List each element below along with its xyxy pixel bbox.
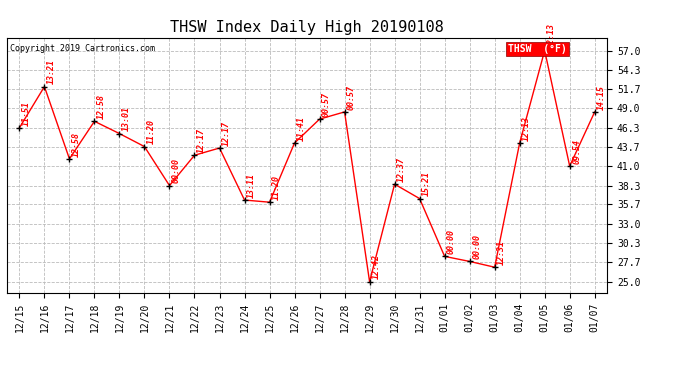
Text: 00:00: 00:00 (447, 229, 456, 254)
Text: 11:20: 11:20 (147, 119, 156, 144)
Text: 12:58: 12:58 (72, 132, 81, 157)
Text: 14:15: 14:15 (598, 85, 607, 110)
Text: 12:13: 12:13 (547, 23, 556, 48)
Text: 13:11: 13:11 (247, 173, 256, 198)
Text: 11:20: 11:20 (272, 175, 281, 200)
Text: 12:31: 12:31 (497, 240, 506, 265)
Text: 12:58: 12:58 (97, 94, 106, 119)
Text: 15:21: 15:21 (422, 171, 431, 196)
Text: THSW  (°F): THSW (°F) (508, 44, 567, 54)
Text: 12:17: 12:17 (222, 121, 231, 146)
Text: 13:01: 13:01 (122, 106, 131, 131)
Text: 00:00: 00:00 (172, 158, 181, 183)
Text: Copyright 2019 Cartronics.com: Copyright 2019 Cartronics.com (10, 44, 155, 53)
Text: 09:54: 09:54 (572, 139, 581, 164)
Text: 12:42: 12:42 (372, 255, 381, 279)
Text: 12:17: 12:17 (197, 128, 206, 153)
Text: 00:57: 00:57 (347, 85, 356, 110)
Text: 12:37: 12:37 (397, 157, 406, 182)
Text: 00:57: 00:57 (322, 92, 331, 117)
Text: 13:21: 13:21 (47, 60, 56, 84)
Text: 11:41: 11:41 (297, 116, 306, 141)
Text: 11:51: 11:51 (22, 100, 31, 126)
Text: 00:00: 00:00 (472, 234, 481, 259)
Text: 12:13: 12:13 (522, 116, 531, 141)
Title: THSW Index Daily High 20190108: THSW Index Daily High 20190108 (170, 20, 444, 35)
